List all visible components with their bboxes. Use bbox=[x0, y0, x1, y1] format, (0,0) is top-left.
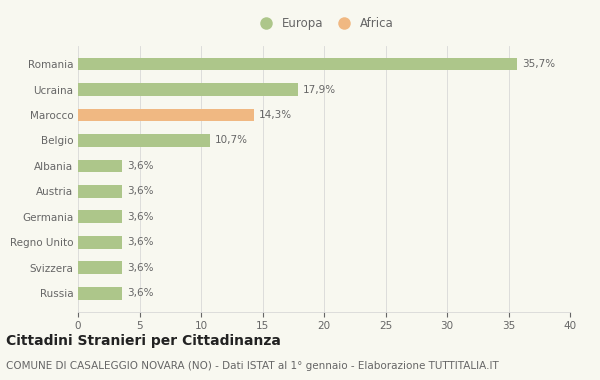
Text: Cittadini Stranieri per Cittadinanza: Cittadini Stranieri per Cittadinanza bbox=[6, 334, 281, 348]
Text: 3,6%: 3,6% bbox=[127, 237, 154, 247]
Bar bbox=[78, 236, 122, 249]
Text: 14,3%: 14,3% bbox=[259, 110, 292, 120]
Bar bbox=[78, 134, 209, 147]
Text: 3,6%: 3,6% bbox=[127, 186, 154, 196]
Bar bbox=[78, 109, 254, 121]
Text: COMUNE DI CASALEGGIO NOVARA (NO) - Dati ISTAT al 1° gennaio - Elaborazione TUTTI: COMUNE DI CASALEGGIO NOVARA (NO) - Dati … bbox=[6, 361, 499, 371]
Text: 10,7%: 10,7% bbox=[215, 135, 248, 146]
Bar bbox=[78, 185, 122, 198]
Text: 3,6%: 3,6% bbox=[127, 288, 154, 298]
Text: 3,6%: 3,6% bbox=[127, 161, 154, 171]
Legend: Europa, Africa: Europa, Africa bbox=[250, 12, 398, 34]
Text: 17,9%: 17,9% bbox=[303, 84, 336, 95]
Text: 35,7%: 35,7% bbox=[522, 59, 555, 69]
Bar bbox=[78, 287, 122, 299]
Bar bbox=[78, 261, 122, 274]
Text: 3,6%: 3,6% bbox=[127, 212, 154, 222]
Text: 3,6%: 3,6% bbox=[127, 263, 154, 273]
Bar bbox=[78, 58, 517, 70]
Bar bbox=[78, 160, 122, 172]
Bar bbox=[78, 211, 122, 223]
Bar bbox=[78, 83, 298, 96]
